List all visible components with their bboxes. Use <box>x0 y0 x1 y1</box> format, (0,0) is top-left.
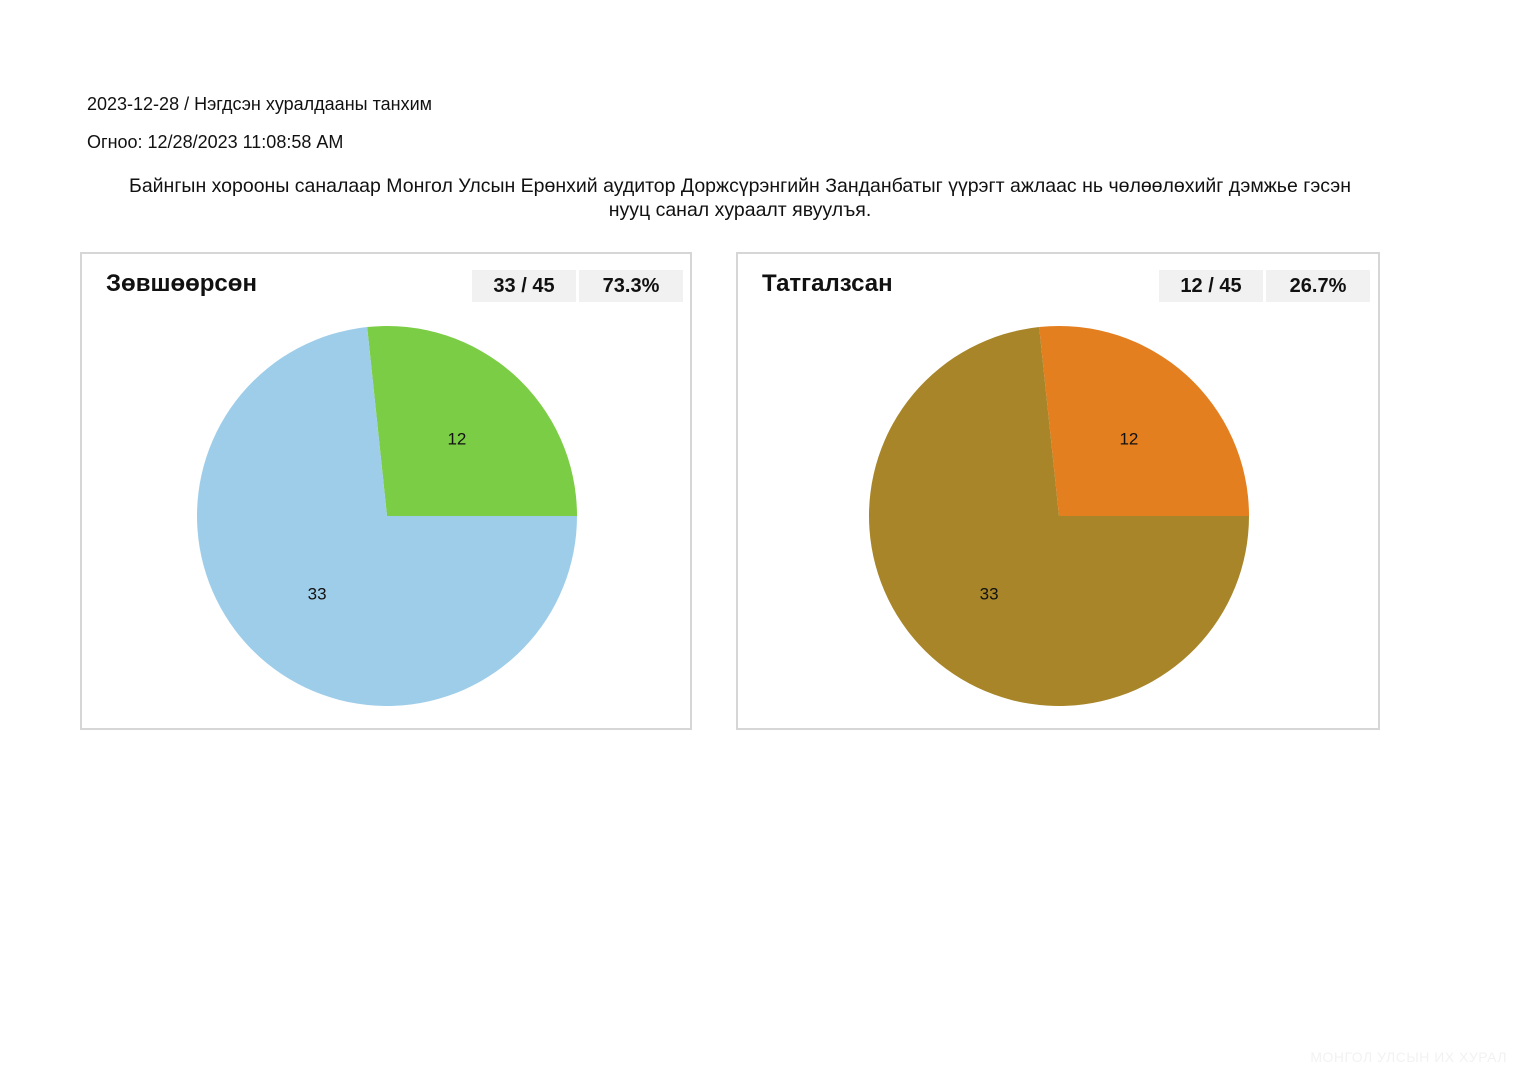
approved-panel: 12 33 Зөвшөөрсөн 33 / 45 73.3% <box>80 252 692 730</box>
watermark: МОНГОЛ УЛСЫН ИХ ХУРАЛ <box>1310 1049 1507 1065</box>
session-info: 2023-12-28 / Нэгдсэн хуралдааны танхим <box>87 94 432 114</box>
approved-count: 33 / 45 <box>472 270 576 302</box>
vote-question: Байнгын хорооны саналаар Монгол Улсын Ер… <box>129 175 1351 221</box>
rejected-pie-chart: 12 33 <box>869 326 1249 706</box>
rejected-percent: 26.7% <box>1266 270 1370 302</box>
rejected-count: 12 / 45 <box>1159 270 1263 302</box>
approved-percent: 73.3% <box>579 270 683 302</box>
rejected-panel: 12 33 Татгалзсан 12 / 45 26.7% <box>736 252 1380 730</box>
approved-slice-label-1: 33 <box>308 585 327 604</box>
rejected-slice-1 <box>869 327 1249 706</box>
approved-slice-0 <box>367 326 577 516</box>
approved-slice-label-0: 12 <box>447 429 466 448</box>
rejected-title: Татгалзсан <box>762 270 893 297</box>
rejected-slice-label-1: 33 <box>980 585 999 604</box>
vote-date: Огноо: 12/28/2023 11:08:58 AM <box>87 132 344 152</box>
approved-pie-chart: 12 33 <box>197 326 577 706</box>
rejected-slice-0 <box>1039 326 1249 516</box>
approved-title: Зөвшөөрсөн <box>106 270 257 297</box>
rejected-slice-label-0: 12 <box>1119 429 1138 448</box>
approved-slice-1 <box>197 327 577 706</box>
